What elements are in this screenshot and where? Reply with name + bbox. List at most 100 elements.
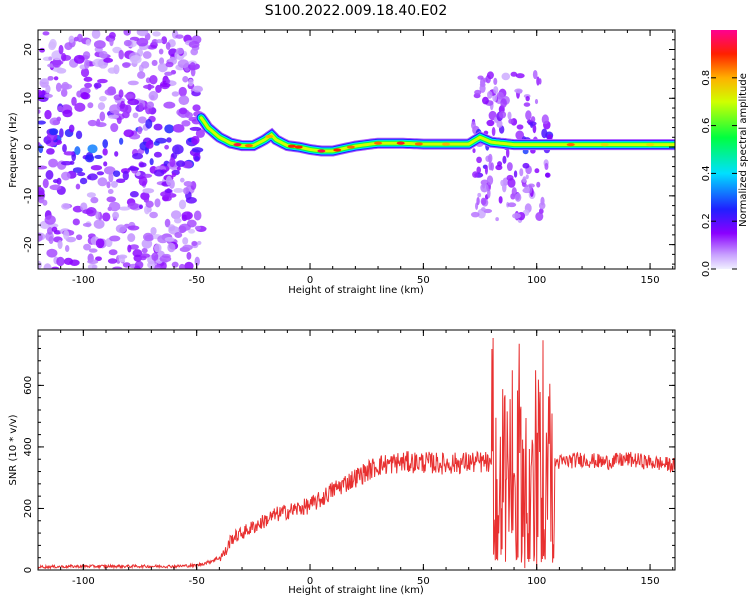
spectrogram-noise-blob (500, 98, 507, 108)
spectrogram-noise-blob (470, 211, 480, 218)
spectrogram-noise-blob (132, 112, 139, 119)
spectrogram-noise-blob (188, 228, 196, 234)
spectrogram-noise-blob (189, 61, 196, 71)
spectrogram-noise-blob (186, 219, 197, 228)
colorbar-tick-label: 0.6 (701, 118, 712, 134)
spectrogram-noise-blob (42, 31, 50, 36)
spectrogram-noise-blob (194, 225, 202, 231)
spectrogram-noise-blob (182, 76, 189, 83)
spectrogram-noise-blob (83, 76, 93, 82)
snr-series-line (38, 337, 675, 570)
snr-y-tick-label: 0 (23, 567, 34, 573)
spectrogram-noise-blob (71, 96, 77, 106)
spectrogram-noise-blob (68, 35, 75, 43)
spectrogram-noise-blob (87, 259, 99, 265)
spectrogram-noise-blob (486, 175, 494, 186)
spectrogram-noise-blob (87, 173, 98, 181)
spectrogram-noise-blob (127, 225, 140, 231)
spectrogram-noise-blob (483, 208, 493, 214)
spectrogram-y-tick-label: -10 (23, 188, 34, 204)
spectrogram-noise-blob (141, 238, 153, 249)
spectrogram-y-tick-label: 10 (23, 92, 34, 105)
spectrogram-noise-blob (108, 32, 116, 39)
spectrogram-noise-blob (74, 146, 81, 156)
spectrogram-noise-blob (96, 171, 105, 176)
spectrogram-noise-blob (194, 256, 200, 267)
spectrogram-noise-blob (172, 144, 184, 155)
spectrogram-noise-blob (88, 248, 98, 253)
spectrogram-noise-blob (155, 137, 167, 144)
spectrogram-noise-blob (56, 177, 62, 185)
spectrogram-noise-blob (38, 260, 42, 269)
spectrogram-noise-blob (62, 109, 73, 118)
spectrogram-noise-blob (477, 75, 484, 80)
spectrogram-noise-blob (194, 156, 200, 161)
spectrogram-noise-blob (42, 199, 48, 206)
spectrogram-noise-blob (107, 188, 114, 195)
spectrogram-noise-blob (98, 50, 108, 59)
spectrogram-noise-blob (82, 209, 94, 215)
spectrogram-noise-blob (535, 212, 544, 221)
spectrogram-noise-blob (541, 128, 548, 139)
spectrogram-noise-blob (188, 78, 194, 87)
snr-plot-area (38, 337, 675, 570)
spectrogram-noise-blob (534, 99, 539, 105)
spectrogram-noise-blob (191, 135, 200, 145)
spectrogram-x-tick-label: 0 (307, 275, 313, 286)
spectrogram-noise-blob (46, 148, 55, 155)
spectrogram-hotspot (396, 141, 405, 145)
spectrogram-noise-blob (176, 160, 186, 168)
spectrogram-noise-blob (80, 202, 88, 212)
spectrogram-noise-blob (165, 175, 173, 186)
snr-x-tick-label: -100 (72, 576, 95, 587)
spectrogram-noise-blob (476, 156, 482, 164)
spectrogram-noise-blob (97, 177, 108, 187)
spectrogram-noise-blob (61, 53, 67, 62)
spectrogram-noise-blob (514, 88, 523, 94)
spectrogram-noise-blob (141, 61, 150, 69)
spectrogram-noise-blob (181, 211, 193, 220)
spectrogram-noise-blob (152, 31, 161, 37)
spectrogram-noise-blob (60, 88, 68, 98)
spectrogram-noise-blob (195, 128, 205, 138)
spectrogram-noise-blob (127, 233, 136, 243)
spectrogram-noise-blob (102, 139, 109, 149)
spectrogram-noise-blob (97, 78, 108, 84)
spectrogram-noise-blob (532, 124, 537, 134)
spectrogram-noise-blob (182, 244, 193, 251)
spectrogram-noise-blob (122, 170, 129, 181)
spectrogram-noise-blob (154, 264, 162, 269)
spectrogram-noise-blob (124, 93, 134, 99)
spectrogram-noise-blob (109, 104, 121, 114)
spectrogram-noise-blob (95, 256, 102, 262)
spectrogram-noise-blob (506, 162, 513, 171)
spectrogram-noise-blob (497, 161, 503, 167)
spectrogram-noise-blob (192, 104, 201, 112)
spectrogram-noise-blob (538, 78, 542, 85)
spectrogram-noise-blob (118, 89, 124, 98)
spectrogram-noise-blob (145, 200, 154, 208)
colorbar-tick-label: 0.8 (701, 70, 712, 86)
spectrogram-y-tick-label: -20 (23, 236, 34, 252)
spectrogram-noise-blob (515, 130, 525, 140)
spectrogram-noise-blob (61, 81, 70, 91)
spectrogram-noise-blob (496, 91, 504, 100)
spectrogram-noise-blob (480, 183, 489, 193)
figure-title: S100.2022.009.18.40.E02 (265, 3, 448, 19)
spectrogram-noise-blob (115, 178, 126, 184)
spectrogram-noise-blob (60, 160, 73, 166)
spectrogram-noise-blob (107, 258, 118, 264)
spectrogram-noise-blob (46, 248, 58, 258)
spectrogram-noise-blob (510, 71, 518, 77)
spectrogram-noise-blob (61, 203, 71, 210)
spectrogram-noise-blob (178, 95, 190, 106)
spectrogram-noise-blob (75, 130, 83, 140)
spectrogram-noise-blob (109, 36, 114, 47)
spectrogram-noise-blob (525, 110, 532, 121)
spectrogram-noise-blob (57, 106, 64, 112)
spectrogram-noise-blob (87, 263, 98, 269)
spectrogram-noise-blob (502, 155, 507, 164)
spectrogram-noise-blob (480, 207, 486, 212)
snr-y-tick-label: 600 (23, 376, 34, 395)
spectrogram-noise-blob (56, 116, 62, 122)
